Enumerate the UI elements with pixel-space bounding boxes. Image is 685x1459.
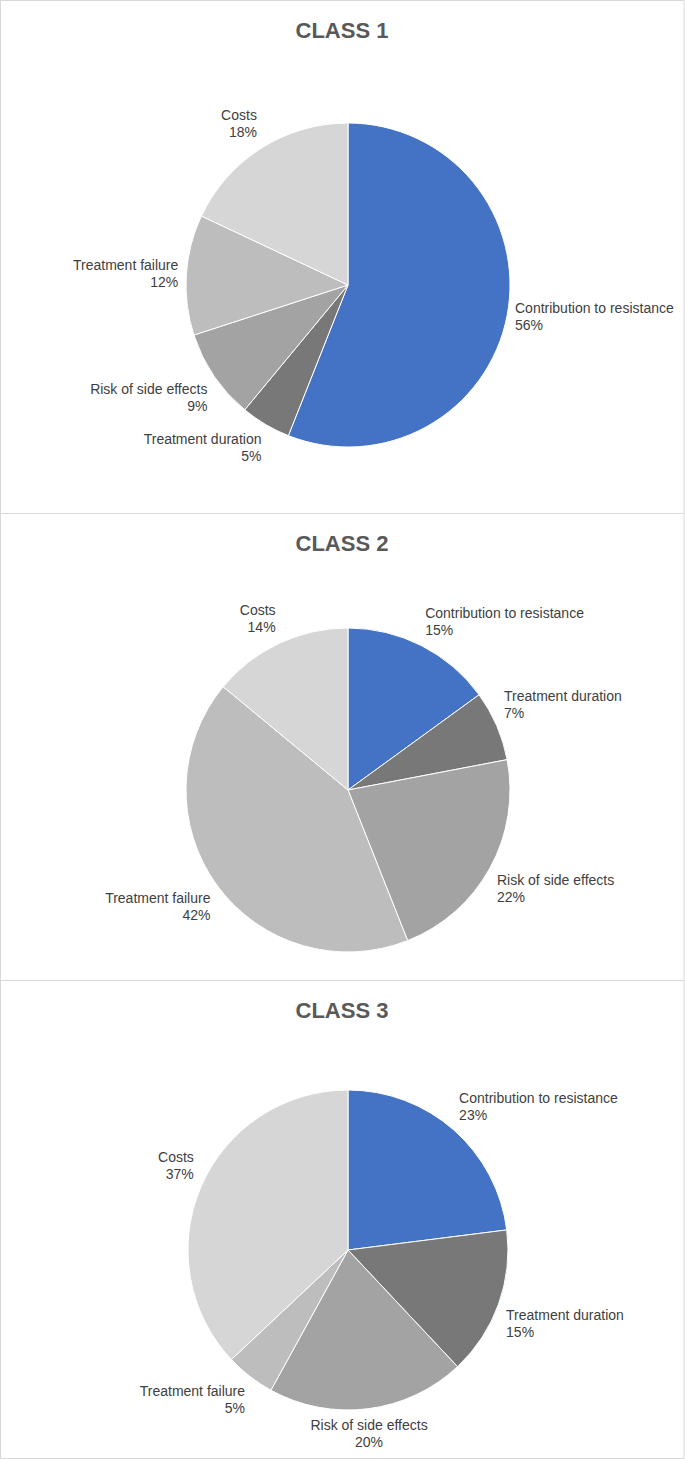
data-label: Treatment duration7% bbox=[504, 688, 622, 721]
slice-category: Costs bbox=[240, 602, 276, 618]
slice-value: 15% bbox=[425, 622, 453, 638]
slice-value: 22% bbox=[497, 889, 525, 905]
pie-slice bbox=[201, 123, 348, 285]
chart-panel: CLASS 1 Contribution to resistance56% Trea… bbox=[1, 1, 685, 514]
slice-value: 15% bbox=[506, 1324, 534, 1340]
pie-slice bbox=[348, 1090, 507, 1250]
data-label: Treatment duration15% bbox=[506, 1307, 624, 1340]
slice-category: Costs bbox=[221, 107, 257, 123]
slice-value: 5% bbox=[241, 448, 261, 464]
chart-panel: CLASS 3 Contribution to resistance23% Trea… bbox=[1, 981, 685, 1459]
data-label: Costs14% bbox=[240, 602, 276, 635]
slice-value: 12% bbox=[150, 274, 178, 290]
slice-value: 56% bbox=[515, 317, 543, 333]
data-label: Costs18% bbox=[221, 107, 257, 140]
pie-slice bbox=[188, 1090, 348, 1360]
data-label: Contribution to resistance56% bbox=[515, 300, 674, 333]
slice-value: 42% bbox=[182, 907, 210, 923]
figure: CLASS 1Contribution to resistance56%Trea… bbox=[0, 0, 685, 1459]
data-label: Contribution to resistance23% bbox=[459, 1090, 618, 1123]
slice-category: Risk of side effects bbox=[310, 1417, 427, 1433]
slice-value: 23% bbox=[459, 1107, 487, 1123]
slice-category: Risk of side effects bbox=[497, 872, 614, 888]
slice-category: Treatment failure bbox=[73, 257, 179, 273]
chart-panel: CLASS 2 Contribution to resistance15% Trea… bbox=[1, 514, 685, 981]
slice-category: Contribution to resistance bbox=[515, 300, 674, 316]
data-label: Treatment failure5% bbox=[140, 1383, 246, 1416]
slice-value: 5% bbox=[225, 1400, 245, 1416]
chart-title: CLASS 3 bbox=[296, 998, 389, 1023]
data-label: Risk of side effects20% bbox=[310, 1417, 427, 1450]
slice-value: 18% bbox=[229, 124, 257, 140]
data-label: Treatment duration5% bbox=[144, 431, 262, 464]
slices bbox=[186, 123, 510, 447]
data-label: Contribution to resistance15% bbox=[425, 605, 584, 638]
pie-slice bbox=[223, 628, 348, 790]
slice-value: 14% bbox=[248, 619, 276, 635]
slices bbox=[186, 628, 510, 952]
chart-title: CLASS 1 bbox=[296, 18, 389, 43]
chart-title: CLASS 2 bbox=[296, 531, 389, 556]
data-label: Risk of side effects9% bbox=[90, 381, 207, 414]
slice-value: 37% bbox=[166, 1166, 194, 1182]
slice-category: Treatment duration bbox=[506, 1307, 624, 1323]
data-label: Treatment failure12% bbox=[73, 257, 179, 290]
slice-value: 7% bbox=[504, 705, 524, 721]
data-label: Risk of side effects22% bbox=[497, 872, 614, 905]
slice-category: Costs bbox=[158, 1149, 194, 1165]
slice-category: Contribution to resistance bbox=[425, 605, 584, 621]
panel-frame bbox=[1, 514, 685, 981]
slice-value: 9% bbox=[187, 398, 207, 414]
slice-category: Treatment failure bbox=[105, 890, 211, 906]
slice-category: Treatment failure bbox=[140, 1383, 246, 1399]
panel-frame bbox=[1, 1, 685, 514]
data-label: Costs37% bbox=[158, 1149, 194, 1182]
slice-category: Risk of side effects bbox=[90, 381, 207, 397]
panel-frame bbox=[1, 981, 685, 1459]
slices bbox=[188, 1090, 508, 1410]
slice-category: Treatment duration bbox=[504, 688, 622, 704]
data-label: Treatment failure42% bbox=[105, 890, 211, 923]
slice-category: Treatment duration bbox=[144, 431, 262, 447]
slice-category: Contribution to resistance bbox=[459, 1090, 618, 1106]
slice-value: 20% bbox=[355, 1434, 383, 1450]
